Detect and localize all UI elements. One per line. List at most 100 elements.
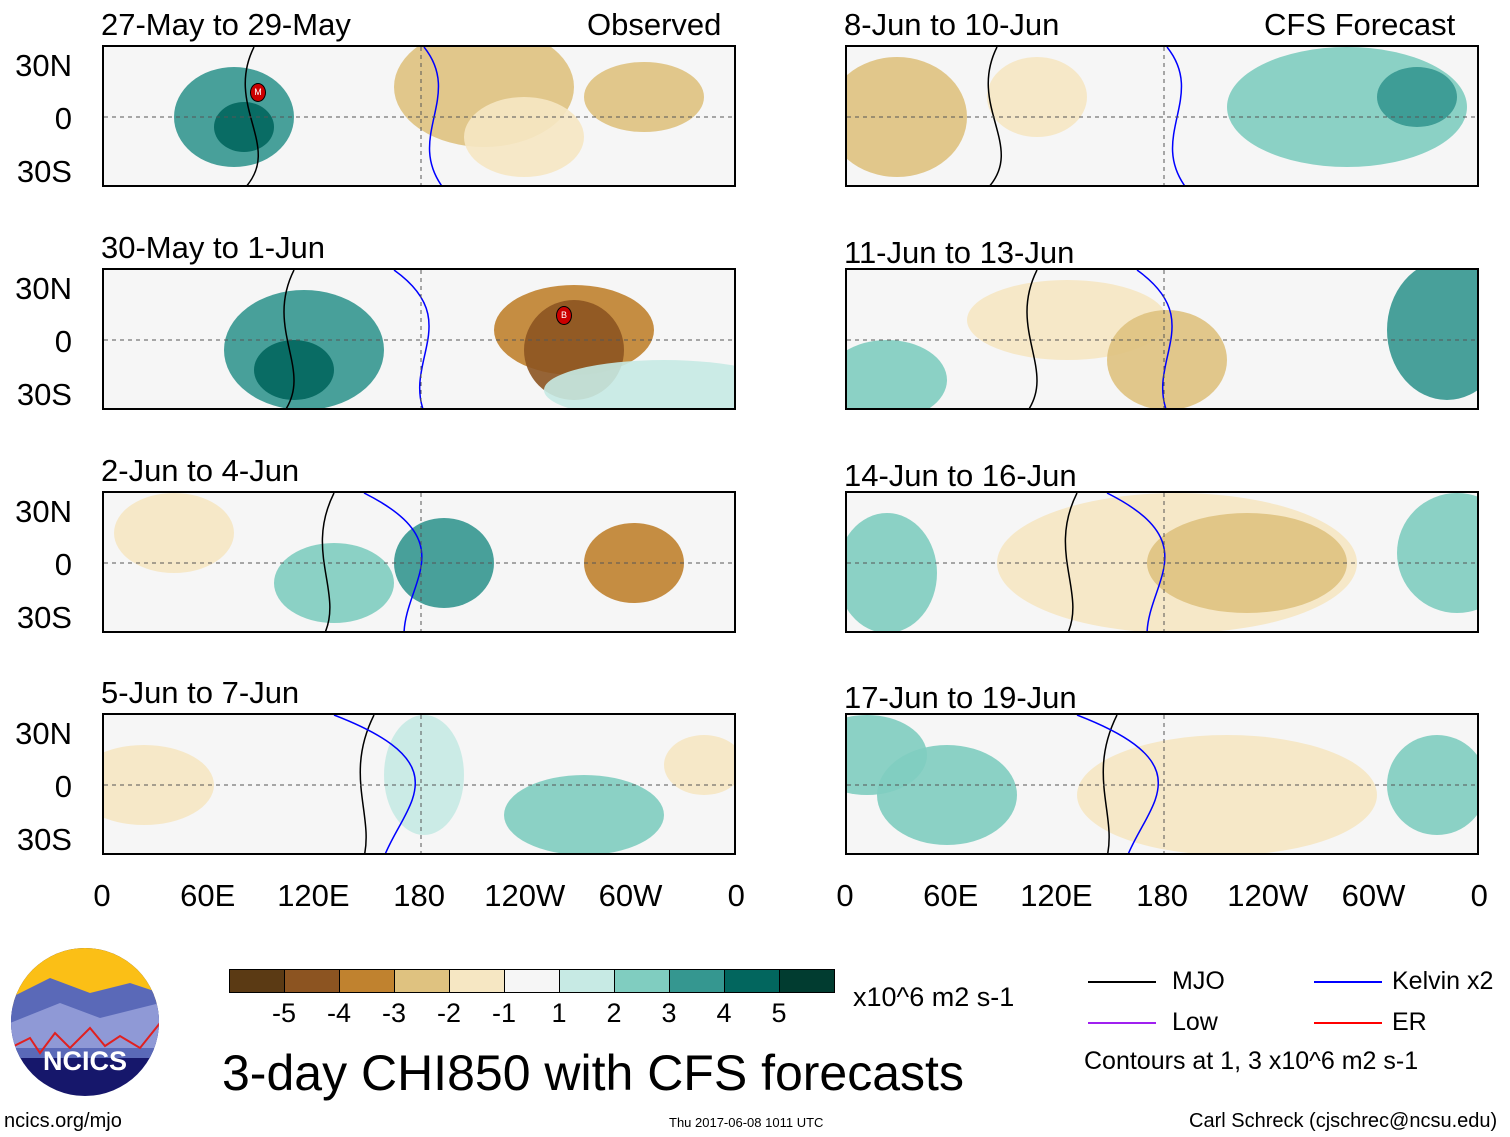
colorbar-units: x10^6 m2 s-1 [853, 982, 1015, 1012]
colorbar-tick-label: -5 [271, 998, 297, 1028]
colorbar-swatch [725, 970, 780, 992]
colorbar-tick-label: 3 [661, 998, 677, 1028]
anomaly-region [114, 493, 234, 573]
legend-line-kelvin [1314, 981, 1382, 983]
colorbar-swatch [615, 970, 670, 992]
footer-url[interactable]: ncics.org/mjo [4, 1110, 122, 1132]
lon-label: 60E [180, 878, 236, 913]
lon-label: 120W [1227, 878, 1309, 913]
lon-label: 180 [393, 878, 445, 913]
legend-line-mjo [1088, 981, 1156, 983]
footer-credit: Carl Schreck (cjschrec@ncsu.edu) [1189, 1110, 1498, 1132]
legend-er: ER [1392, 1008, 1427, 1036]
lon-label: 0 [1470, 878, 1488, 913]
map-panel-right-3 [845, 491, 1479, 633]
colorbar-swatch [505, 970, 560, 992]
panel-title: 11-Jun to 13-Jun [844, 235, 1075, 270]
mjo-contour [1102, 715, 1118, 853]
colorbar-swatch [780, 970, 834, 992]
colorbar-swatch [395, 970, 450, 992]
mjo-contour [359, 715, 375, 853]
colorbar-swatch [340, 970, 395, 992]
kelvin-contour [1106, 493, 1166, 631]
b-marker: B [556, 306, 572, 325]
anomaly-region [274, 543, 394, 623]
map-panel-right-1 [845, 45, 1479, 187]
observed-label: Observed [587, 7, 722, 42]
anomaly-region [254, 340, 334, 400]
colorbar-tick-label: 4 [716, 998, 732, 1028]
mjo-marker: M [250, 83, 266, 102]
lat-label: 0 [54, 101, 72, 136]
anomaly-region [847, 513, 937, 631]
lon-label: 0 [836, 878, 854, 913]
colorbar-tick-label: -4 [326, 998, 352, 1028]
colorbar-tick-label: 2 [606, 998, 622, 1028]
figure-title: 3-day CHI850 with CFS forecasts [222, 1045, 964, 1101]
mjo-contour [1064, 493, 1078, 631]
colorbar-swatch [285, 970, 340, 992]
forecast-label: CFS Forecast [1264, 7, 1456, 42]
lat-label: 0 [54, 324, 72, 359]
anomaly-region [1377, 67, 1457, 127]
anomaly-region [544, 360, 734, 408]
anomaly-region [214, 102, 274, 152]
anomaly-region [664, 735, 734, 795]
lat-label: 30S [16, 154, 72, 189]
lat-label: 0 [54, 547, 72, 582]
lat-label: 30S [16, 600, 72, 635]
anomaly-region [584, 62, 704, 132]
anomaly-region [1077, 735, 1377, 853]
lon-label: 120E [277, 878, 350, 913]
panel-title: 2-Jun to 4-Jun [101, 453, 300, 488]
anomaly-region [847, 340, 947, 408]
lon-label: 180 [1136, 878, 1188, 913]
panel-title: 14-Jun to 16-Jun [844, 458, 1077, 493]
mjo-contour [1026, 270, 1038, 408]
colorbar-swatch [670, 970, 725, 992]
map-panel-right-4 [845, 713, 1479, 855]
mjo-contour [987, 47, 1003, 185]
colorbar-tick-label: 1 [551, 998, 567, 1028]
legend-kelvin: Kelvin x2 [1392, 967, 1494, 995]
anomaly-region [847, 715, 927, 795]
kelvin-contour [363, 493, 423, 631]
lat-label: 30N [15, 494, 72, 529]
anomaly-region [1397, 493, 1477, 613]
colorbar-swatch [560, 970, 615, 992]
lat-label: 30N [15, 48, 72, 83]
anomaly-region [1387, 270, 1477, 400]
lat-label: 30S [16, 822, 72, 857]
map-panel-right-2 [845, 268, 1479, 410]
map-panel-left-2 [102, 268, 736, 410]
panel-title: 27-May to 29-May [101, 7, 351, 42]
contours-note: Contours at 1, 3 x10^6 m2 s-1 [1084, 1047, 1419, 1075]
mjo-contour [244, 47, 260, 185]
kelvin-contour [1076, 715, 1160, 853]
colorbar-tick-label: -2 [436, 998, 462, 1028]
colorbar-tick-label: -3 [381, 998, 407, 1028]
mjo-contour [283, 270, 295, 408]
lat-label: 0 [54, 769, 72, 804]
lon-label: 0 [727, 878, 745, 913]
panel-title: 17-Jun to 19-Jun [844, 680, 1077, 715]
svg-text:NCICS: NCICS [43, 1046, 127, 1076]
colorbar-swatch [230, 970, 285, 992]
anomaly-region [987, 57, 1087, 137]
legend-line-low [1088, 1022, 1156, 1024]
anomaly-region [104, 745, 214, 825]
legend-mjo: MJO [1172, 967, 1225, 995]
panel-title: 5-Jun to 7-Jun [101, 675, 300, 710]
colorbar-tick-label: 5 [771, 998, 787, 1028]
lat-label: 30N [15, 271, 72, 306]
colorbar-tick-label: -1 [491, 998, 517, 1028]
mjo-contour [321, 493, 335, 631]
kelvin-contour [333, 715, 417, 853]
colorbar [229, 969, 835, 993]
legend-line-er [1314, 1022, 1382, 1024]
legend-low: Low [1172, 1008, 1218, 1036]
panel-title: 8-Jun to 10-Jun [844, 7, 1060, 42]
lat-label: 30S [16, 377, 72, 412]
lat-label: 30N [15, 716, 72, 751]
